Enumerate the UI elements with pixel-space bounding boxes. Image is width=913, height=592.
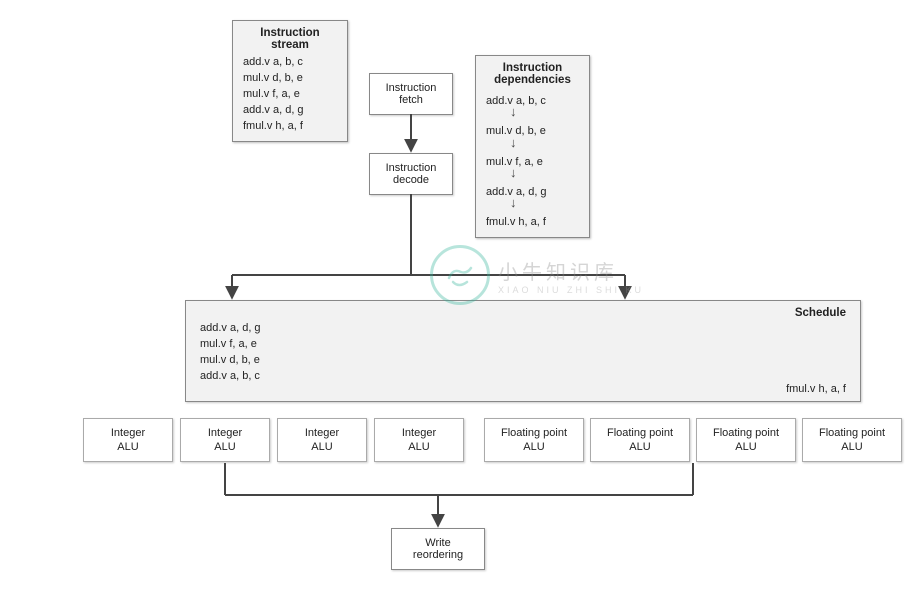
instruction-dependencies-title: Instruction dependencies xyxy=(486,62,579,86)
list-item: fmul.v h, a, f xyxy=(486,211,579,231)
list-item: add.v a, d, g↓ xyxy=(486,181,579,211)
list-item: mul.v d, b, e xyxy=(243,71,337,87)
watermark: 小牛知识库 XIAO NIU ZHI SHI KU xyxy=(430,245,644,305)
down-arrow-icon: ↓ xyxy=(510,135,517,152)
integer-alu-3: Integer ALU xyxy=(374,418,464,462)
schedule-right-item: fmul.v h, a, f xyxy=(786,383,846,395)
list-item: mul.v f, a, e xyxy=(243,87,337,103)
watermark-sub-text: XIAO NIU ZHI SHI KU xyxy=(498,285,644,295)
float-alu-1: Floating point ALU xyxy=(590,418,690,462)
down-arrow-icon: ↓ xyxy=(510,195,517,212)
watermark-logo-icon xyxy=(430,245,490,305)
instruction-stream-box: Instruction stream add.v a, b, c mul.v d… xyxy=(232,20,348,142)
watermark-main-text: 小牛知识库 xyxy=(498,256,644,285)
integer-alu-2: Integer ALU xyxy=(277,418,367,462)
integer-alu-0: Integer ALU xyxy=(83,418,173,462)
list-item: mul.v f, a, e↓ xyxy=(486,151,579,181)
instruction-decode-box: Instruction decode xyxy=(369,153,453,195)
schedule-title: Schedule xyxy=(795,307,846,319)
list-item: add.v a, b, c↓ xyxy=(486,90,579,120)
instruction-dependencies-box: Instruction dependencies add.v a, b, c↓ … xyxy=(475,55,590,238)
list-item: mul.v f, a, e xyxy=(200,337,261,353)
list-item: add.v a, d, g xyxy=(243,103,337,119)
instruction-stream-list: add.v a, b, c mul.v d, b, e mul.v f, a, … xyxy=(243,55,337,135)
diagram-arrows xyxy=(0,0,913,592)
instruction-stream-title: Instruction stream xyxy=(243,27,337,51)
schedule-left-list: add.v a, d, g mul.v f, a, e mul.v d, b, … xyxy=(200,321,261,385)
float-alu-2: Floating point ALU xyxy=(696,418,796,462)
write-reordering-box: Write reordering xyxy=(391,528,485,570)
integer-alu-1: Integer ALU xyxy=(180,418,270,462)
list-item: mul.v d, b, e↓ xyxy=(486,120,579,150)
down-arrow-icon: ↓ xyxy=(510,104,517,121)
dependency-list: add.v a, b, c↓ mul.v d, b, e↓ mul.v f, a… xyxy=(486,90,579,231)
list-item: add.v a, b, c xyxy=(243,55,337,71)
list-item: add.v a, b, c xyxy=(200,369,261,385)
float-alu-3: Floating point ALU xyxy=(802,418,902,462)
list-item: fmul.v h, a, f xyxy=(243,119,337,135)
float-alu-0: Floating point ALU xyxy=(484,418,584,462)
instruction-fetch-box: Instruction fetch xyxy=(369,73,453,115)
list-item: mul.v d, b, e xyxy=(200,353,261,369)
list-item: add.v a, d, g xyxy=(200,321,261,337)
down-arrow-icon: ↓ xyxy=(510,165,517,182)
schedule-box: Schedule add.v a, d, g mul.v f, a, e mul… xyxy=(185,300,861,402)
